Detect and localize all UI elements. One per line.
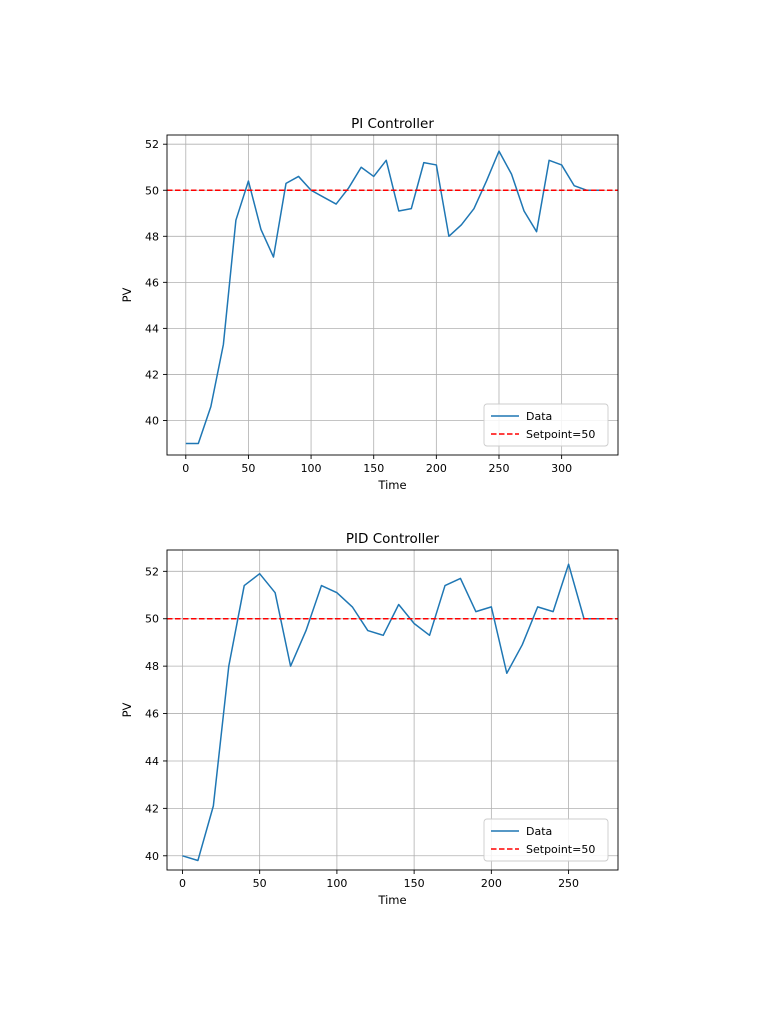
x-tick-label: 0 (179, 877, 186, 890)
y-tick-label: 44 (145, 322, 159, 335)
y-tick-label: 52 (145, 565, 159, 578)
x-tick-label: 200 (426, 462, 447, 475)
y-tick-label: 42 (145, 368, 159, 381)
y-tick-label: 52 (145, 138, 159, 151)
chart-title: PID Controller (346, 531, 440, 547)
plot-frame (166, 549, 619, 871)
x-tick-label: 50 (253, 877, 267, 890)
y-tick-label: 40 (145, 850, 159, 863)
data-series-line (182, 563, 600, 862)
x-tick-label: 250 (558, 877, 579, 890)
x-tick-label: 200 (481, 877, 502, 890)
x-axis-label: Time (377, 893, 406, 907)
legend: Data Setpoint=50 (483, 403, 609, 447)
y-axis-label: PV (120, 287, 134, 302)
y-tick-label: 42 (145, 802, 159, 815)
chart-1: 0 50 100 150 200 250 300 40 42 44 46 48 50 52 PI Contr… (120, 116, 619, 492)
legend-label-setpoint: Setpoint=50 (526, 843, 595, 856)
y-axis-label: PV (120, 702, 134, 717)
x-tick-label: 0 (182, 462, 189, 475)
x-tick-label: 100 (326, 877, 347, 890)
legend-label-data: Data (526, 825, 552, 838)
x-tick-label: 50 (241, 462, 255, 475)
legend: Data Setpoint=50 (483, 818, 609, 862)
chart-2: 0 50 100 150 200 250 40 42 44 46 48 50 52 PID Control… (120, 531, 619, 907)
x-tick-label: 150 (404, 877, 425, 890)
legend-box (483, 818, 609, 862)
legend-box (483, 403, 609, 447)
plot-frame (166, 134, 619, 456)
y-tick-label: 50 (145, 184, 159, 197)
y-tick-label: 44 (145, 755, 159, 768)
y-tick-label: 48 (145, 660, 159, 673)
x-tick-label: 100 (301, 462, 322, 475)
chart-title: PI Controller (351, 116, 434, 132)
y-tick-label: 50 (145, 613, 159, 626)
y-tick-label: 40 (145, 414, 159, 427)
legend-label-setpoint: Setpoint=50 (526, 428, 595, 441)
y-tick-label: 46 (145, 276, 159, 289)
x-axis-label: Time (377, 478, 406, 492)
x-tick-label: 150 (363, 462, 384, 475)
y-tick-label: 48 (145, 230, 159, 243)
data-series-line (185, 150, 600, 445)
x-tick-label: 300 (551, 462, 572, 475)
x-tick-label: 250 (488, 462, 509, 475)
legend-label-data: Data (526, 410, 552, 423)
y-tick-label: 46 (145, 708, 159, 721)
